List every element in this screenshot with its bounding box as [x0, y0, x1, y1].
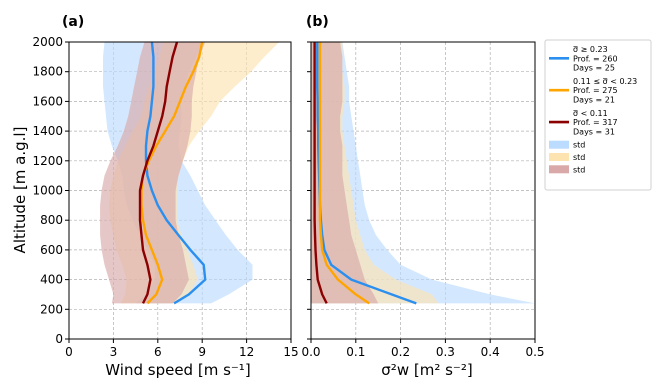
mean-line-low: [138, 41, 179, 304]
legend-label: Days = 31: [573, 127, 615, 136]
legend-patch-swatch: [549, 153, 569, 161]
legend-label: Prof. = 275: [573, 86, 618, 95]
legend-label: σ̅ < 0.11: [572, 109, 607, 118]
x-tick-label: 3: [110, 345, 118, 359]
y-tick-label: 1800: [32, 65, 63, 79]
legend-patch-swatch: [549, 140, 569, 149]
mean-line-high: [144, 41, 207, 305]
y-tick-label: 1200: [32, 154, 63, 168]
legend-label: std: [573, 153, 585, 162]
x-tick-label: 12: [239, 345, 254, 359]
y-tick-label: 200: [40, 302, 63, 316]
x-tick-label: 0: [65, 345, 73, 359]
legend-label: Prof. = 260: [573, 54, 618, 63]
x-tick-label: 15: [283, 345, 298, 359]
legend-label: std: [573, 165, 585, 174]
mean-line-mid: [318, 42, 370, 305]
legend-label: std: [573, 141, 585, 150]
std-band-high: [311, 42, 535, 304]
y-tick-label: 1000: [32, 184, 63, 198]
y-tick-label: 1600: [32, 94, 63, 108]
legend-label: 0.11 ≤ σ̅ < 0.23: [573, 77, 637, 86]
panel-a-label: (a): [62, 14, 84, 30]
std-band-low: [311, 42, 379, 304]
legend-label: Days = 21: [573, 96, 615, 105]
x-axis-label-sigma-w: σ²w [m² s⁻²]: [381, 361, 472, 379]
legend-label: σ̅ ≥ 0.23: [572, 45, 607, 54]
panel-a-wind-speed: 0 3 6 9 12 15 0 200 400 600 800 1000 1200 1400 1600 180…: [32, 35, 298, 359]
legend-frame: [544, 39, 652, 191]
x-tick-label: 9: [198, 345, 206, 359]
legend-label: Prof. = 317: [573, 118, 618, 127]
x-tick-label: 0.3: [436, 345, 455, 359]
legend-patch-swatch: [549, 165, 569, 174]
x-tick-label: 0.2: [391, 345, 410, 359]
y-tick-label: 800: [40, 213, 63, 227]
x-tick-label: 0.0: [301, 345, 320, 359]
panel-b-vertical-velocity-variance: 0.0 0.1 0.2 0.3 0.4 0.5: [301, 41, 545, 359]
legend-label: Days = 25: [573, 64, 615, 73]
y-tick-label: 2000: [32, 35, 63, 49]
y-tick-label: 600: [40, 243, 63, 257]
y-tick-label: 400: [40, 273, 63, 287]
y-axis-label: Altitude [m a.g.l]: [11, 127, 29, 254]
y-tick-label: 1400: [32, 124, 63, 138]
x-tick-label: 0.1: [346, 345, 365, 359]
x-tick-label: 0.4: [481, 345, 500, 359]
x-tick-label: 0.5: [525, 345, 544, 359]
panel-b-label: (b): [306, 14, 329, 30]
mean-line-low: [313, 42, 328, 304]
y-tick-label: 0: [55, 332, 63, 346]
x-tick-label: 6: [154, 345, 162, 359]
x-axis-label-wind-speed: Wind speed [m s⁻¹]: [105, 361, 250, 379]
